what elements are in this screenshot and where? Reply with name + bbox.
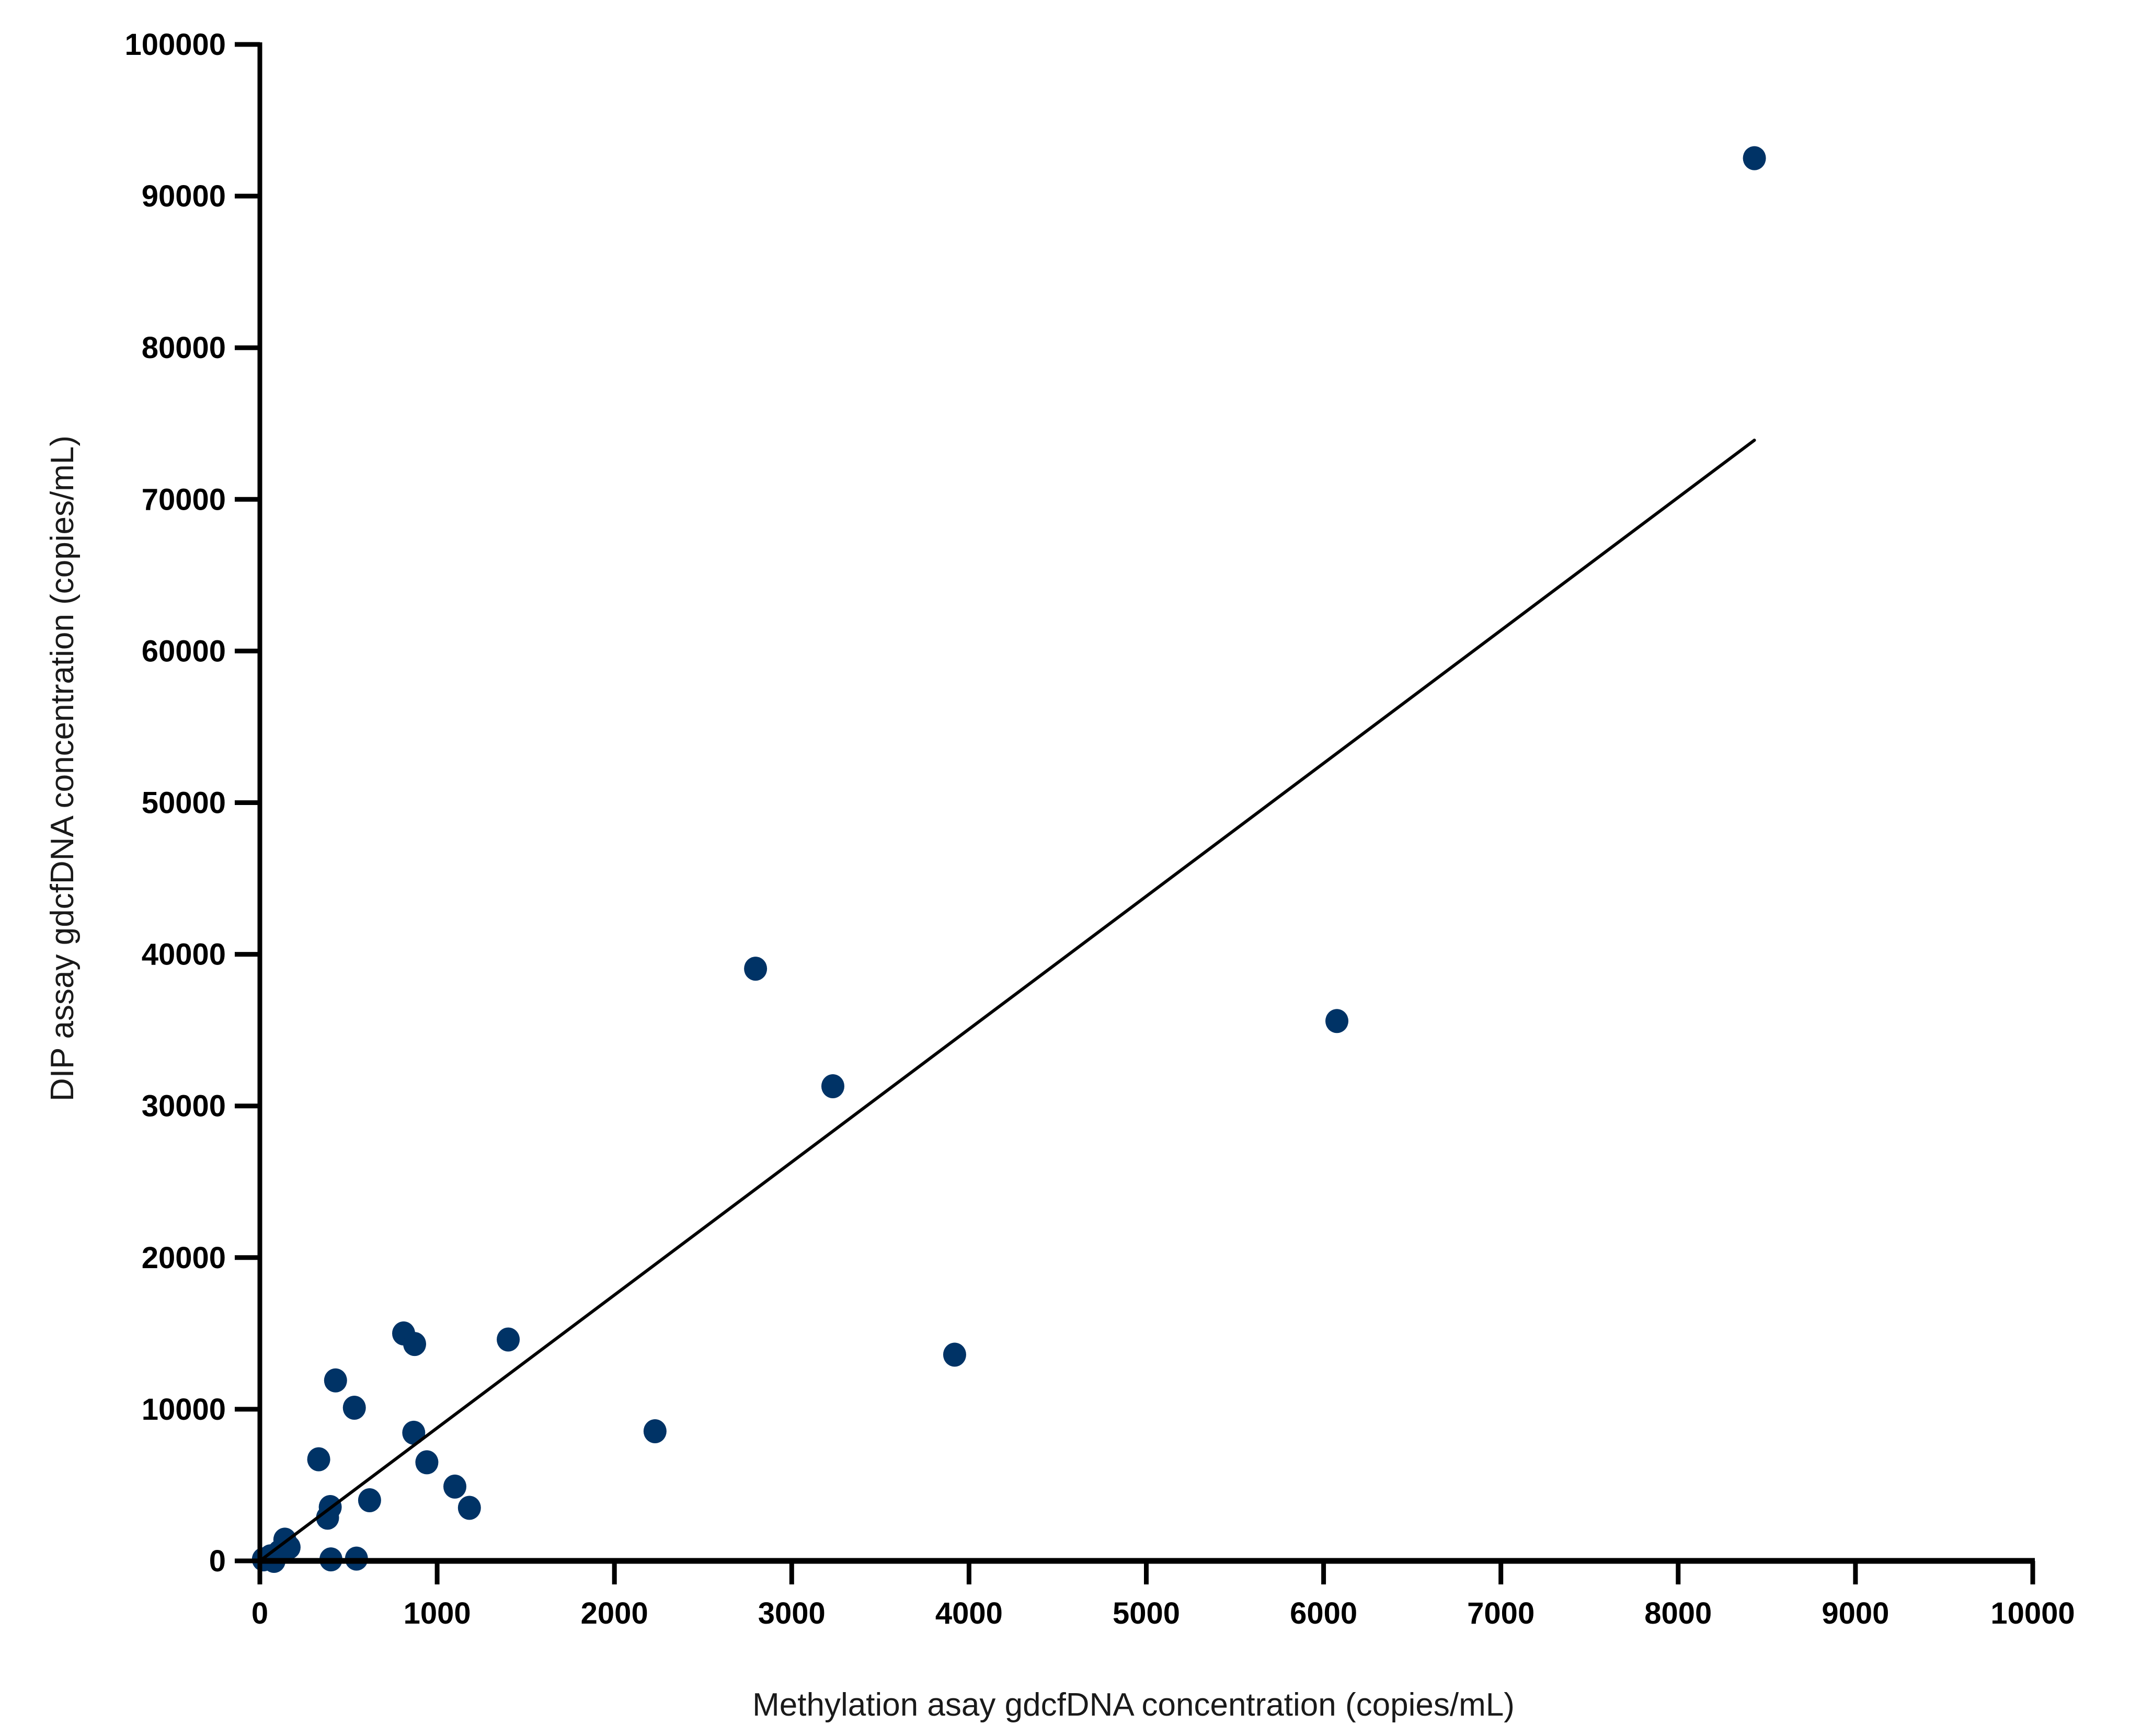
regression-line <box>258 439 1756 1562</box>
data-point <box>943 1342 966 1367</box>
x-tick-label: 7000 <box>1467 1596 1534 1630</box>
y-tick-label: 60000 <box>142 634 226 668</box>
data-point <box>415 1450 439 1475</box>
x-tick-label: 6000 <box>1290 1596 1357 1630</box>
x-tick-label: 10000 <box>1990 1596 2075 1630</box>
data-point <box>324 1368 347 1393</box>
y-tick-label: 30000 <box>142 1089 226 1123</box>
data-points <box>251 146 1766 1573</box>
y-tick-label: 80000 <box>142 331 226 365</box>
data-point <box>403 1332 427 1356</box>
x-tick-label: 5000 <box>1113 1596 1180 1630</box>
data-point <box>358 1488 381 1512</box>
data-point <box>744 957 768 981</box>
data-point <box>307 1447 330 1471</box>
x-tick-label: 3000 <box>758 1596 826 1630</box>
regression-line-path <box>258 439 1756 1562</box>
x-tick-label: 2000 <box>581 1596 648 1630</box>
x-tick-label: 0 <box>251 1596 268 1630</box>
x-tick-label: 4000 <box>935 1596 1003 1630</box>
data-point <box>457 1496 481 1520</box>
axes <box>257 42 2035 1564</box>
y-tick-label: 20000 <box>142 1241 226 1275</box>
y-tick-label: 40000 <box>142 938 226 972</box>
y-tick-label: 100000 <box>124 28 226 62</box>
y-axis-title: DIP assay gdcfDNA concentration (copies/… <box>44 435 81 1101</box>
y-tick-label: 50000 <box>142 786 226 820</box>
data-point <box>1325 1009 1349 1033</box>
x-tick-label: 8000 <box>1644 1596 1712 1630</box>
y-tick-label: 70000 <box>142 482 226 516</box>
data-point <box>497 1327 520 1352</box>
y-tick-label: 90000 <box>142 179 226 213</box>
x-axis-title: Methylation asay gdcfDNA concentration (… <box>752 1687 1515 1723</box>
y-tick-label: 0 <box>209 1544 226 1578</box>
data-point <box>402 1420 426 1445</box>
data-point <box>1743 146 1766 170</box>
data-point <box>643 1419 667 1443</box>
x-tick-label: 9000 <box>1822 1596 1889 1630</box>
data-point <box>342 1395 366 1420</box>
x-axis-ticks: 0 1000 2000 3000 4000 5000 6000 7000 8000 9000 100… <box>251 1561 2075 1630</box>
y-axis-ticks: 0 10000 20000 30000 40000 50000 60000 70000 8000… <box>124 28 260 1578</box>
data-point <box>821 1074 844 1098</box>
data-point <box>443 1474 467 1499</box>
x-tick-label: 1000 <box>404 1596 471 1630</box>
y-tick-label: 10000 <box>142 1393 226 1427</box>
data-point <box>316 1505 339 1530</box>
